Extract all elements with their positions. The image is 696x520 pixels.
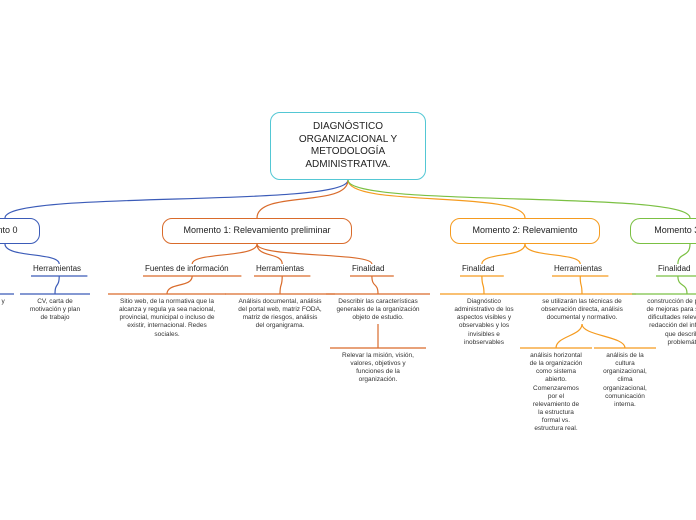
leaf-text: Relevar la misión, visión,valores, objet… (330, 352, 426, 385)
section-label: Finalidad (658, 264, 690, 273)
section-label: Finalidad (352, 264, 384, 273)
mindmap-canvas: { "root": { "text": "DIAGNÓSTICO ORGANIZ… (0, 0, 696, 520)
leaf-text: Sitio web, de la normativa que laalcanza… (108, 298, 226, 339)
leaf-text: análisis horizontalde la organizacióncom… (520, 352, 592, 433)
leaf-text: Describir las característicasgenerales d… (326, 298, 430, 322)
root-node: DIAGNÓSTICO ORGANIZACIONAL Y METODOLOGÍA… (270, 112, 426, 180)
section-label: Fuentes de información (145, 264, 229, 273)
leaf-text: construcción de propuestasde mejoras par… (632, 298, 696, 347)
leaf-text: CV, carta demotivación y plande trabajo (20, 298, 90, 322)
section-label: Herramientas (256, 264, 304, 273)
leaf-text: análisis de laculturaorganizacional,clim… (594, 352, 656, 409)
section-label: Herramientas (33, 264, 81, 273)
branch-node: ento 0 (0, 218, 40, 244)
branch-node: Momento 3: Cond (630, 218, 696, 244)
leaf-text: Diagnósticoadministrativo de losaspectos… (440, 298, 528, 347)
leaf-text: se utilizarán las técnicas deobservación… (528, 298, 636, 322)
leaf-text: an es y , y sus (0, 298, 10, 314)
root-text: DIAGNÓSTICO ORGANIZACIONAL Y METODOLOGÍA… (281, 121, 415, 171)
section-label: Finalidad (462, 264, 494, 273)
branch-node: Momento 1: Relevamiento preliminar (162, 218, 352, 244)
leaf-text: Análisis documental, análisisdel portal … (225, 298, 335, 331)
section-label: Herramientas (554, 264, 602, 273)
branch-node: Momento 2: Relevamiento (450, 218, 600, 244)
connector-lines (0, 0, 696, 520)
